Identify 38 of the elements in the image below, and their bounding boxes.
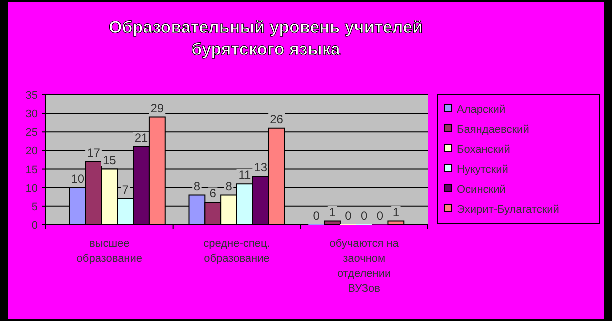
y-tick-label: 5 — [32, 201, 38, 214]
data-label: 7 — [122, 183, 130, 197]
data-label: 10 — [71, 172, 85, 186]
data-label: 8 — [194, 179, 201, 194]
bar — [388, 220, 405, 226]
legend-label: Боханский — [457, 144, 510, 156]
y-tick-label: 15 — [26, 164, 38, 176]
data-label: 17 — [87, 146, 101, 160]
data-label: 15 — [102, 153, 117, 168]
data-label: 1 — [329, 205, 336, 220]
y-tick-label: 10 — [26, 182, 38, 195]
legend-label: Осинский — [457, 184, 506, 196]
x-tick-label: обучаются на заочном отделении ВУЗов — [330, 238, 400, 295]
legend-label: Аларский — [457, 104, 506, 116]
data-label: 0 — [345, 209, 352, 223]
legend-label: Баяндаевский — [457, 124, 530, 136]
y-tick-label: 30 — [26, 108, 38, 121]
data-label: 21 — [134, 131, 148, 145]
x-tick-label: средне-спец. образование — [204, 238, 270, 265]
data-label: 8 — [226, 179, 233, 194]
y-tick-label: 35 — [26, 90, 38, 102]
x-tick-label: высшее образование — [76, 238, 143, 265]
y-tick-label: 20 — [26, 146, 38, 158]
bar — [324, 220, 341, 226]
data-label: 0 — [376, 209, 384, 223]
data-label: 0 — [360, 209, 368, 223]
data-label: 11 — [238, 168, 252, 182]
data-label: 0 — [313, 209, 320, 223]
data-label: 6 — [210, 186, 217, 201]
legend-label: Нукутский — [457, 164, 508, 176]
data-label: 13 — [254, 160, 268, 175]
y-tick-label: 25 — [26, 127, 38, 140]
data-label: 29 — [150, 101, 164, 116]
legend-label: Эхирит-Булагатский — [457, 204, 560, 216]
data-label: 1 — [392, 205, 400, 220]
chart-title: Образовательный уровень учителей бурятского языка — [108, 18, 424, 59]
y-tick-label: 0 — [32, 220, 38, 232]
data-label: 26 — [270, 112, 284, 126]
